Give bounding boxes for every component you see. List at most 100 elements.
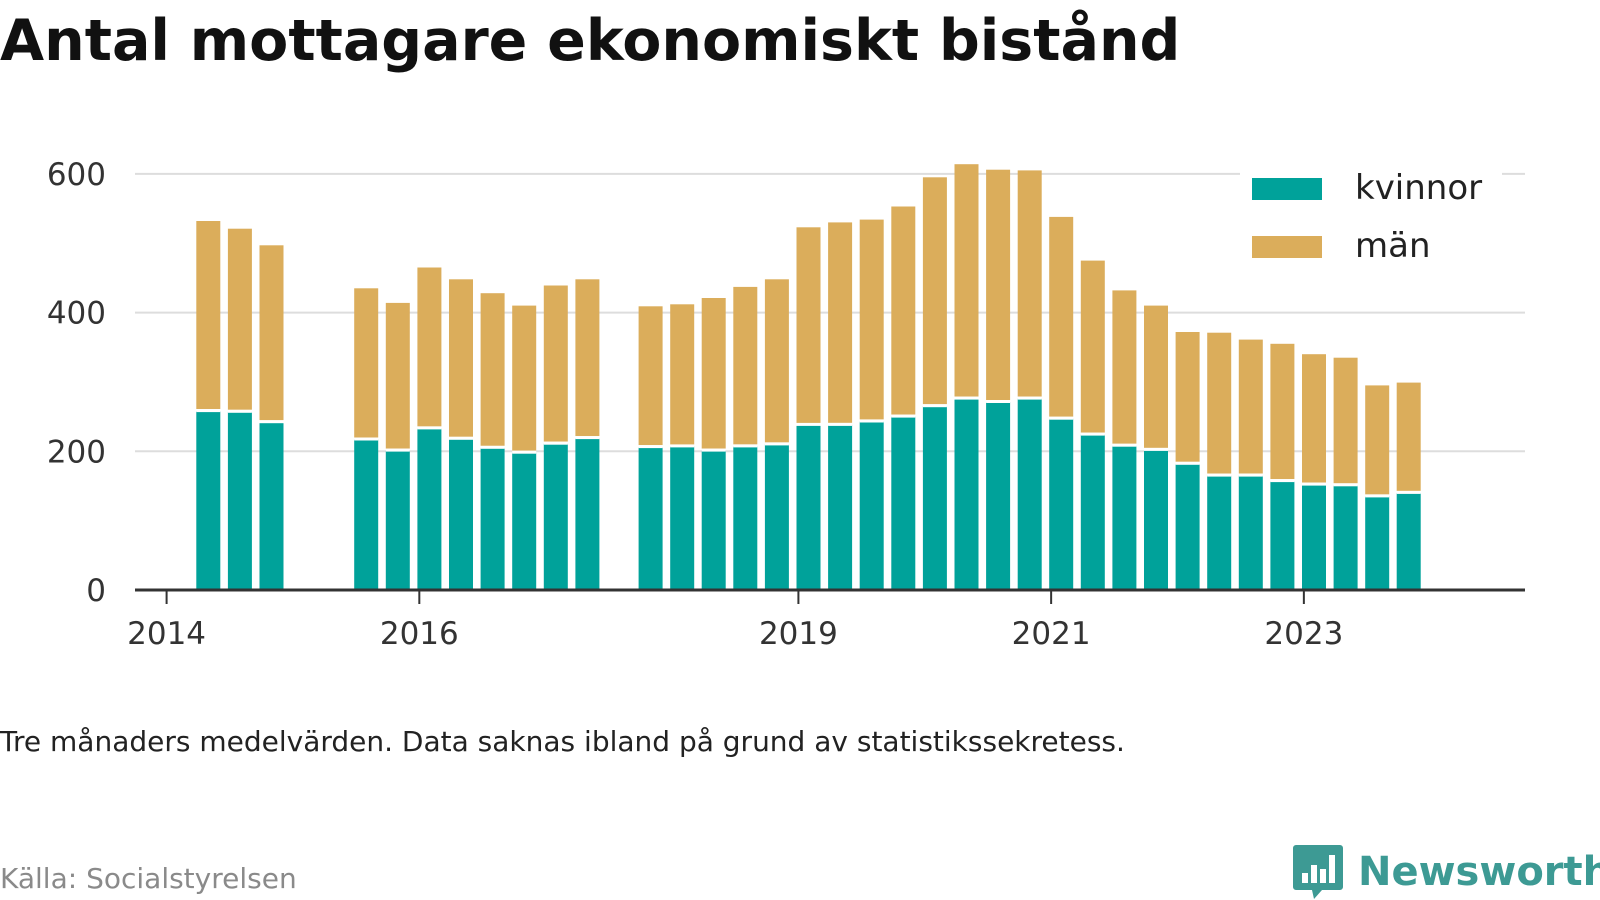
bar-segment-kvinnor [385,450,410,590]
bar-separator [1302,482,1326,486]
bar-segment-män [1302,354,1326,483]
bar-separator [828,422,853,426]
bar-segment-kvinnor [670,446,695,590]
bar-segment-kvinnor [543,443,568,590]
bar-segment-män [259,245,284,421]
bar-separator [480,445,505,449]
bar-separator [1396,490,1421,494]
bar-segment-kvinnor [1112,445,1137,590]
bar-separator [1144,447,1168,451]
bar-separator [1270,479,1295,483]
bar-separator [449,436,473,440]
bar-segment-kvinnor [480,447,505,590]
bar-separator [417,426,442,430]
bar-segment-kvinnor [1270,481,1295,590]
bar-segment-män [480,293,505,446]
bar-segment-män [417,267,442,427]
bar-segment-män [196,221,221,409]
bar-segment-män [1333,357,1358,484]
bar-segment-kvinnor [196,411,221,590]
bar-segment-kvinnor [701,450,726,590]
bar-segment-kvinnor [764,444,789,590]
bar-segment-män [764,279,789,443]
bar-segment-män [1270,343,1295,480]
bar-segment-kvinnor [828,424,853,590]
bar-segment-kvinnor [575,438,600,590]
legend: kvinnor män [1240,165,1502,275]
source-credit: Källa: Socialstyrelsen [0,862,297,895]
bar-segment-män [670,304,695,445]
axes: 0 200 400 600 2014 2016 2019 2021 2023 [47,157,1525,652]
bar-segment-män [1112,290,1137,444]
bar-segment-män [385,302,410,449]
bar-separator [196,409,221,413]
bar-segment-män [449,279,473,437]
bar-separator [701,448,726,452]
bar-segment-män [796,227,821,423]
bar-separator [796,422,821,426]
bar-segment-män [986,169,1011,400]
stacked-bar-chart: 0 200 400 600 2014 2016 2019 2021 2023 kvinnor mä… [47,157,1525,652]
chart-title: Antal mottagare ekonomiskt bistånd [0,8,1181,74]
bar-segment-kvinnor [986,402,1011,590]
chart-note: Tre månaders medelvärden. Data saknas ib… [0,725,1125,758]
x-tick-label: 2019 [759,616,838,652]
bar-separator [1112,443,1137,447]
x-tick-label: 2021 [1012,616,1091,652]
bar-segment-män [922,177,947,405]
bar-segment-män [1080,260,1105,433]
bar-separator [1017,396,1042,400]
bar-segment-män [1144,305,1168,448]
bars [196,164,1421,590]
x-tick-label: 2023 [1264,616,1343,652]
bar-segment-män [1049,216,1074,417]
bar-segment-kvinnor [1333,485,1358,590]
bar-segment-män [859,219,884,420]
bar-segment-kvinnor [259,422,284,590]
x-tick-label: 2016 [380,616,459,652]
bar-segment-män [1396,382,1421,491]
bar-separator [1175,461,1200,465]
bar-segment-kvinnor [1302,484,1326,590]
bar-segment-män [891,206,916,415]
bar-separator [638,445,663,449]
bar-separator [259,420,284,424]
bar-segment-kvinnor [1080,434,1105,590]
bar-segment-män [227,228,252,410]
bar-separator [733,444,758,448]
bar-segment-kvinnor [1049,418,1074,590]
bar-segment-kvinnor [1175,463,1200,590]
bar-segment-män [1238,339,1263,474]
bar-segment-kvinnor [1207,475,1232,590]
bar-separator [512,450,537,454]
bar-segment-män [733,286,758,445]
bar-separator [922,404,947,408]
bar-separator [1365,494,1390,498]
bar-separator [954,396,979,400]
legend-swatch-män [1252,236,1322,258]
bar-separator [385,448,410,452]
bar-segment-kvinnor [922,406,947,590]
bar-segment-kvinnor [227,411,252,590]
y-tick-label: 0 [86,573,106,609]
bar-separator [1207,473,1232,477]
bar-separator [891,414,916,418]
bar-separator [227,409,252,413]
bar-segment-kvinnor [417,428,442,590]
y-tick-label: 200 [47,434,106,470]
bar-segment-kvinnor [354,439,379,590]
bar-segment-män [828,222,853,423]
bar-segment-män [354,288,379,438]
bar-segment-kvinnor [1365,496,1390,590]
bar-segment-kvinnor [733,446,758,590]
bar-separator [986,400,1011,403]
bar-separator [575,436,600,440]
bar-segment-kvinnor [638,447,663,590]
bar-separator [543,441,568,445]
speech-bubble-chart-icon [1293,845,1343,899]
bar-segment-kvinnor [1396,492,1421,590]
bar-segment-män [701,298,726,449]
bar-separator [1333,483,1358,487]
bar-segment-män [1365,385,1390,495]
bar-segment-kvinnor [1144,449,1168,590]
